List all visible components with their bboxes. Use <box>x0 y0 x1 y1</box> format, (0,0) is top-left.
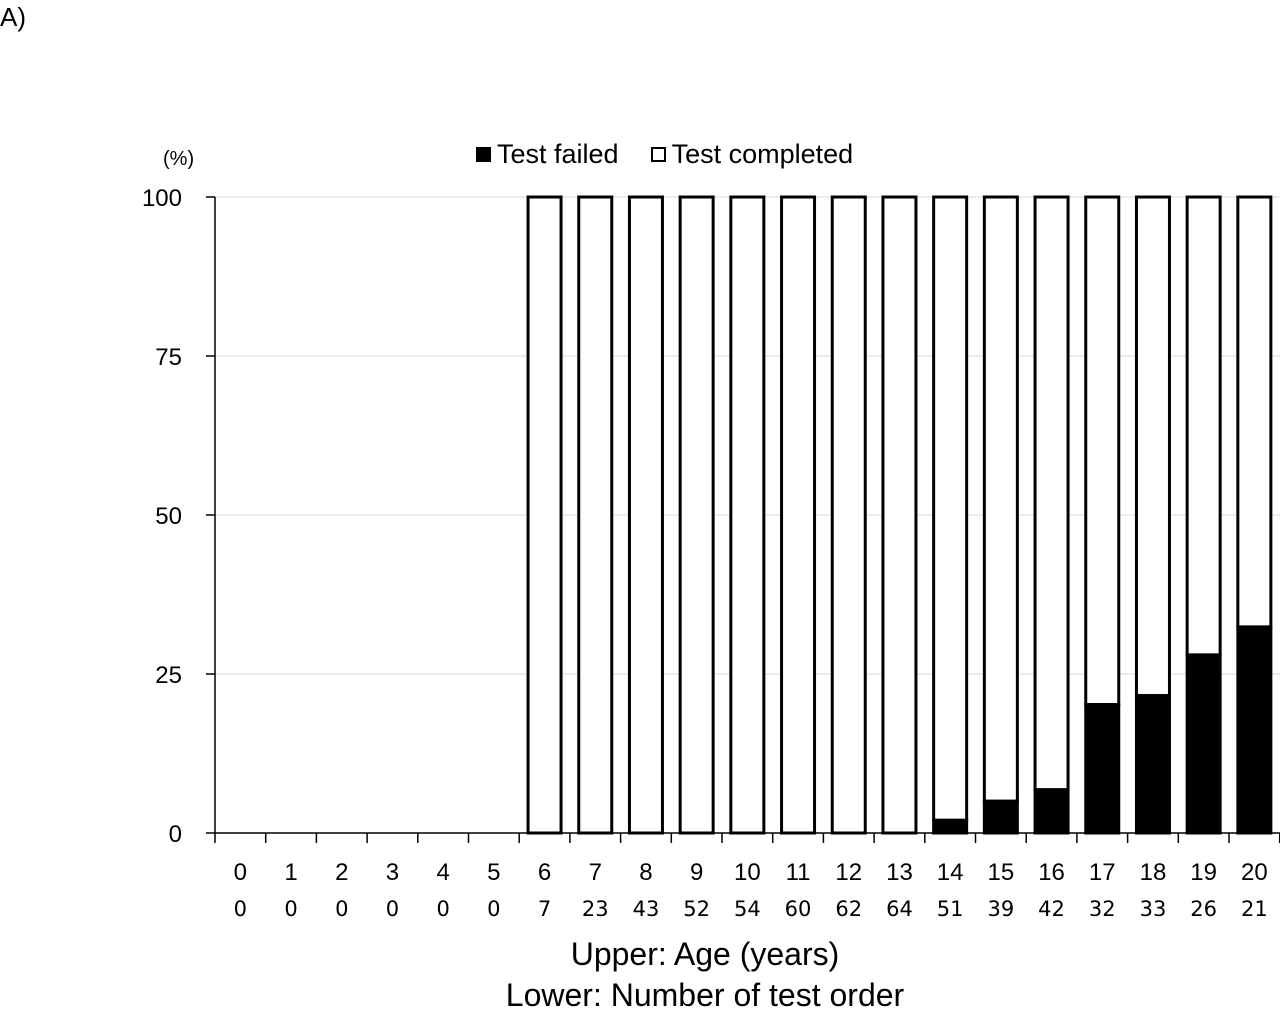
legend-label-failed: Test failed <box>497 138 619 169</box>
bar-test-completed <box>1033 195 1070 792</box>
bar-test-failed <box>1134 694 1171 835</box>
panel-label: A) <box>0 2 26 32</box>
x-tick-label-age: 7 <box>589 859 602 886</box>
x-tick-label-test-count: 43 <box>633 897 660 921</box>
legend: Test failed Test completed <box>476 137 885 171</box>
x-tick-label-age: 19 <box>1190 859 1217 886</box>
y-unit-label: (%) <box>163 148 195 170</box>
legend-swatch-failed <box>476 146 491 162</box>
x-tick-label-age: 9 <box>690 859 703 886</box>
x-tick-label-age: 16 <box>1038 859 1065 886</box>
bar-test-completed <box>1084 195 1121 707</box>
legend-item-failed: Test failed <box>476 139 619 170</box>
bar-test-failed <box>932 818 969 835</box>
x-tick-label-test-count: 0 <box>436 897 449 921</box>
bar-test-failed <box>1084 703 1121 835</box>
bar-test-completed <box>780 195 817 835</box>
x-tick-label-test-count: 7 <box>538 897 551 921</box>
x-tick-label-age: 11 <box>786 859 811 886</box>
x-tick-label-test-count: 0 <box>284 897 297 921</box>
x-tick-label-test-count: 54 <box>734 897 761 921</box>
bar-test-failed <box>1033 788 1070 835</box>
x-tick-label-age: 0 <box>234 859 247 886</box>
x-tick-label-age: 12 <box>835 859 862 886</box>
x-tick-label-test-count: 64 <box>886 897 913 921</box>
x-tick-label-age: 17 <box>1089 859 1116 886</box>
x-tick-label-test-count: 0 <box>487 897 500 921</box>
x-tick-label-age: 10 <box>734 859 761 886</box>
x-tick-label-age: 18 <box>1140 859 1167 886</box>
x-tick-label-age: 2 <box>335 859 348 886</box>
bar-test-completed <box>1236 195 1273 629</box>
bar-test-completed <box>729 195 766 835</box>
y-tick-label: 75 <box>155 344 182 371</box>
x-tick-label-age: 8 <box>639 859 652 886</box>
x-tick-label-age: 15 <box>987 859 1014 886</box>
x-tick-label-test-count: 0 <box>335 897 348 921</box>
bar-test-completed <box>1134 195 1171 698</box>
bar-test-completed <box>678 195 715 835</box>
x-tick-label-test-count: 42 <box>1038 897 1065 921</box>
bar-test-completed <box>932 195 969 822</box>
legend-swatch-completed <box>650 146 666 162</box>
x-tick-label-age: 13 <box>886 859 913 886</box>
x-tick-label-age: 20 <box>1241 859 1268 886</box>
x-tick-label-test-count: 32 <box>1089 897 1116 921</box>
legend-label-completed: Test completed <box>671 138 854 169</box>
bar-test-completed <box>830 195 867 835</box>
x-tick-label-age: 5 <box>487 859 500 886</box>
y-tick-label: 25 <box>155 662 182 689</box>
x-axis-label-upper: Upper: Age (years) <box>570 936 840 972</box>
y-tick-label: 50 <box>155 503 182 530</box>
bar-test-completed <box>982 195 1019 803</box>
bar-test-failed <box>1185 653 1222 835</box>
x-tick-label-age: 3 <box>386 859 399 886</box>
bar-test-completed <box>881 195 918 835</box>
x-tick-label-test-count: 23 <box>582 897 609 921</box>
x-tick-label-age: 6 <box>538 859 551 886</box>
bar-test-completed <box>577 195 614 835</box>
bar-test-failed <box>982 799 1019 835</box>
x-tick-label-age: 14 <box>937 859 964 886</box>
x-tick-label-test-count: 0 <box>386 897 399 921</box>
x-tick-label-test-count: 26 <box>1190 897 1217 921</box>
x-tick-label-test-count: 62 <box>835 897 862 921</box>
x-tick-label-age: 1 <box>284 859 297 886</box>
bar-test-completed <box>526 195 563 835</box>
bar-test-completed <box>627 195 664 835</box>
x-tick-label-test-count: 52 <box>683 897 710 921</box>
y-tick-label: 100 <box>142 185 182 212</box>
x-tick-label-test-count: 21 <box>1241 897 1268 921</box>
x-tick-label-test-count: 60 <box>785 897 812 921</box>
x-tick-label-test-count: 39 <box>987 897 1014 921</box>
x-axis-label-lower: Lower: Number of test order <box>505 977 905 1013</box>
legend-item-completed: Test completed <box>650 138 854 170</box>
stacked-bar-chart: 0255075100001020304050677238439521054116… <box>142 185 1280 921</box>
x-tick-label-test-count: 33 <box>1140 897 1167 921</box>
y-tick-label: 0 <box>169 821 182 848</box>
bar-test-failed <box>1236 625 1273 835</box>
x-tick-label-test-count: 51 <box>937 897 964 921</box>
x-tick-label-test-count: 0 <box>234 897 247 921</box>
x-tick-label-age: 4 <box>436 859 449 886</box>
bar-test-completed <box>1185 195 1222 657</box>
